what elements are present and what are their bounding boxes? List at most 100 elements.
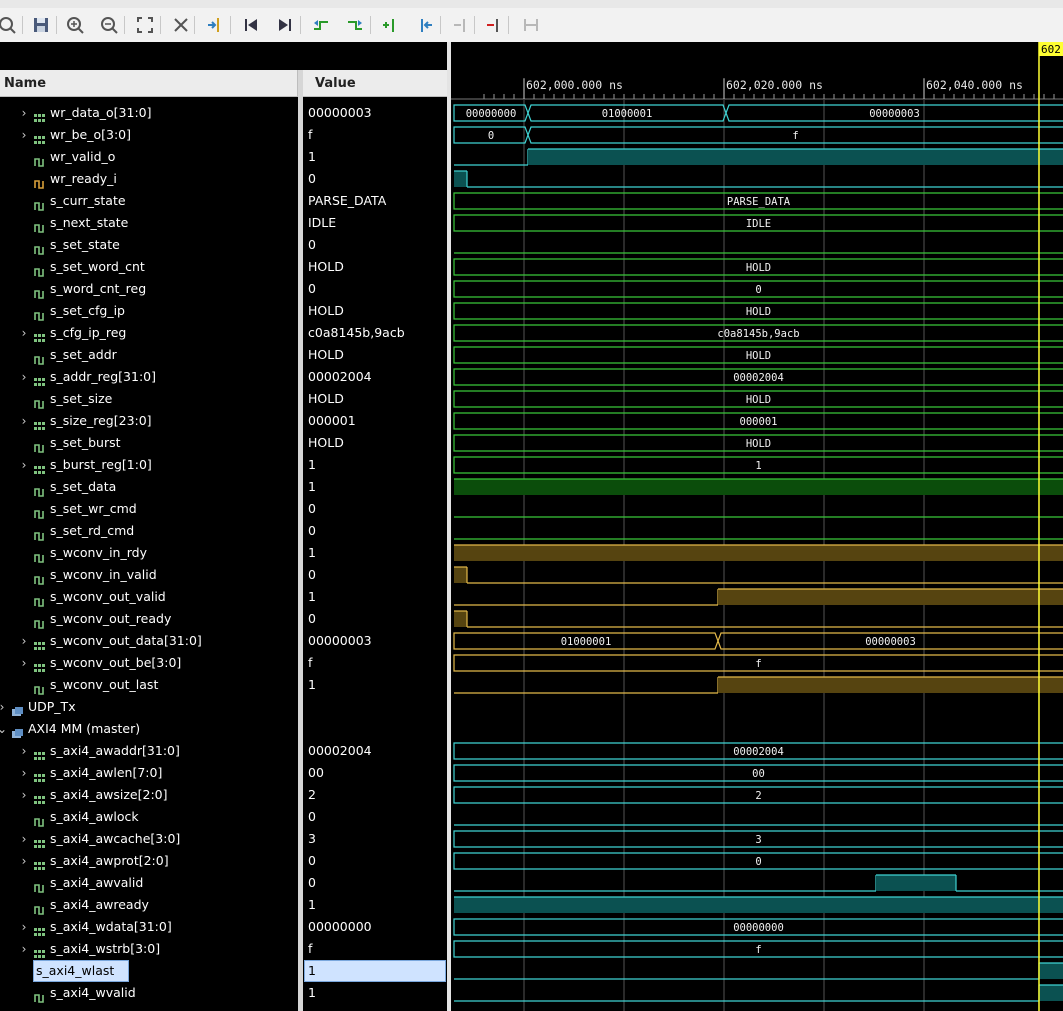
expand-arrow-icon[interactable]: › [21, 128, 27, 142]
signal-row[interactable]: wr_valid_o 1 [0, 146, 447, 168]
waveform-s-axi4-awprot-2-0-[interactable]: 0 [453, 852, 1063, 870]
signal-row[interactable]: › s_axi4_awprot[2:0] 0 [0, 850, 447, 872]
go-to-time-zero-icon[interactable] [204, 14, 226, 36]
cursor-mode-icon[interactable] [170, 14, 192, 36]
waveform-s-axi4-awaddr-31-0-[interactable]: 00002004 [453, 742, 1063, 760]
time-cursor[interactable]: 602,051.50 [1038, 42, 1063, 1011]
signal-row[interactable]: › s_wconv_out_be[3:0] f [0, 652, 447, 674]
waveform-wr-ready-i[interactable] [454, 170, 1063, 188]
waveform-s-curr-state[interactable]: PARSE_DATA [453, 192, 1063, 210]
signal-name[interactable]: s_set_burst [50, 435, 121, 450]
expand-arrow-icon[interactable]: › [0, 700, 5, 714]
signal-name[interactable]: s_wconv_in_rdy [50, 545, 147, 560]
signal-row[interactable]: s_wconv_in_rdy 1 [0, 542, 447, 564]
waveform-s-axi4-wvalid[interactable] [454, 984, 1063, 1002]
signal-name[interactable]: s_set_wr_cmd [50, 501, 137, 516]
signal-row[interactable]: › s_wconv_out_data[31:0] 00000003 [0, 630, 447, 652]
signal-name[interactable]: wr_ready_i [50, 171, 117, 186]
signal-row[interactable]: › s_axi4_wstrb[3:0] f [0, 938, 447, 960]
signal-name[interactable]: s_set_size [50, 391, 113, 406]
signal-row[interactable]: › s_addr_reg[31:0] 00002004 [0, 366, 447, 388]
waveform-s-wconv-in-valid[interactable] [454, 566, 1063, 584]
value-column-header[interactable]: Value [303, 70, 447, 97]
expand-arrow-icon[interactable]: › [21, 832, 27, 846]
signal-name[interactable]: s_set_state [50, 237, 120, 252]
expand-arrow-icon[interactable]: › [21, 744, 27, 758]
waveform-s-set-cfg-ip[interactable]: HOLD [453, 302, 1063, 320]
expand-arrow-icon[interactable]: › [21, 370, 27, 384]
next-transition-icon[interactable] [344, 14, 366, 36]
signal-name[interactable]: s_curr_state [50, 193, 126, 208]
signal-group-row[interactable]: ⌄ AXI4 MM (master) [0, 718, 447, 740]
signal-name[interactable]: AXI4 MM (master) [28, 721, 141, 736]
signal-row[interactable]: s_set_wr_cmd 0 [0, 498, 447, 520]
signal-name[interactable]: UDP_Tx [28, 699, 76, 714]
signal-row[interactable]: s_next_state IDLE [0, 212, 447, 234]
signal-name[interactable]: s_axi4_awlen[7:0] [50, 765, 163, 780]
signal-row[interactable]: s_wconv_out_valid 1 [0, 586, 447, 608]
expand-arrow-icon[interactable]: › [21, 942, 27, 956]
signal-row[interactable]: s_axi4_awvalid 0 [0, 872, 447, 894]
zoom-in-icon[interactable] [64, 14, 86, 36]
snap-icon[interactable] [520, 14, 542, 36]
delete-marker-icon[interactable] [484, 14, 506, 36]
signal-name[interactable]: s_wconv_in_valid [50, 567, 157, 582]
expand-arrow-icon[interactable]: › [21, 766, 27, 780]
expand-arrow-icon[interactable]: › [21, 414, 27, 428]
waveform-s-wconv-out-last[interactable] [454, 676, 1063, 694]
expand-arrow-icon[interactable]: › [21, 106, 27, 120]
signal-row[interactable]: s_axi4_awlock 0 [0, 806, 447, 828]
signal-row[interactable]: s_set_word_cnt HOLD [0, 256, 447, 278]
waveform-s-axi4-wlast[interactable] [454, 962, 1063, 980]
waveform-s-size-reg-23-0-[interactable]: 000001 [453, 412, 1063, 430]
waveform-s-wconv-in-rdy[interactable] [454, 544, 1063, 561]
waveform-s-set-size[interactable]: HOLD [453, 390, 1063, 408]
waveform-s-axi4-wdata-31-0-[interactable]: 00000000 [453, 918, 1063, 936]
signal-name[interactable]: s_set_addr [50, 347, 117, 362]
signal-row[interactable]: › s_axi4_awlen[7:0] 00 [0, 762, 447, 784]
waveform-s-set-data[interactable] [454, 478, 1063, 495]
signal-name[interactable]: s_wconv_out_data[31:0] [50, 633, 202, 648]
signal-name[interactable]: s_addr_reg[31:0] [50, 369, 156, 384]
signal-row[interactable]: › s_axi4_awaddr[31:0] 00002004 [0, 740, 447, 762]
previous-transition-icon[interactable] [310, 14, 332, 36]
signal-row[interactable]: › s_axi4_awcache[3:0] 3 [0, 828, 447, 850]
signal-name[interactable]: s_axi4_wdata[31:0] [50, 919, 172, 934]
signal-name[interactable]: s_wconv_out_valid [50, 589, 166, 604]
signal-row[interactable]: › s_axi4_wdata[31:0] 00000000 [0, 916, 447, 938]
signal-row[interactable]: s_wconv_in_valid 0 [0, 564, 447, 586]
signal-name[interactable]: s_wconv_out_last [50, 677, 159, 692]
signal-name[interactable]: wr_data_o[31:0] [50, 105, 152, 120]
zoom-search-icon[interactable] [0, 14, 18, 36]
signal-name[interactable]: s_axi4_awaddr[31:0] [50, 743, 180, 758]
signal-name[interactable]: s_axi4_wstrb[3:0] [50, 941, 161, 956]
waveform-s-word-cnt-reg[interactable]: 0 [453, 280, 1063, 298]
signal-row[interactable]: s_curr_state PARSE_DATA [0, 190, 447, 212]
previous-marker-icon[interactable] [414, 14, 436, 36]
signal-row[interactable]: s_set_addr HOLD [0, 344, 447, 366]
signal-name[interactable]: s_axi4_wlast [32, 960, 130, 982]
waveform-canvas[interactable]: 602,000.000 ns 602,020.000 ns 602,040.000 … [451, 42, 1063, 1011]
expand-arrow-icon[interactable]: › [21, 458, 27, 472]
zoom-out-icon[interactable] [98, 14, 120, 36]
waveform-s-cfg-ip-reg[interactable]: c0a8145b,9acb [453, 324, 1063, 342]
signal-name[interactable]: s_axi4_awlock [50, 809, 139, 824]
waveform-s-axi4-awlen-7-0-[interactable]: 00 [453, 764, 1063, 782]
waveform-s-wconv-out-be-3-0-[interactable]: f [453, 654, 1063, 672]
signal-group-row[interactable]: › UDP_Tx [0, 696, 447, 718]
signal-name[interactable]: s_axi4_awready [50, 897, 149, 912]
expand-arrow-icon[interactable]: › [21, 788, 27, 802]
signal-name[interactable]: s_set_word_cnt [50, 259, 145, 274]
signal-name[interactable]: s_set_data [50, 479, 117, 494]
waveform-wr-data-o-31-0-[interactable]: 00000000 01000001 00000003 [453, 104, 1063, 122]
name-column-header[interactable]: Name [0, 70, 298, 97]
next-marker-icon[interactable] [450, 14, 472, 36]
signal-row[interactable]: s_set_state 0 [0, 234, 447, 256]
waveform-s-next-state[interactable]: IDLE [453, 214, 1063, 232]
signal-row[interactable]: s_axi4_awready 1 [0, 894, 447, 916]
signal-name[interactable]: s_axi4_awvalid [50, 875, 144, 890]
signal-row[interactable]: › s_cfg_ip_reg c0a8145b,9acb [0, 322, 447, 344]
signal-name[interactable]: s_wconv_out_ready [50, 611, 172, 626]
waveform-s-axi4-awcache-3-0-[interactable]: 3 [453, 830, 1063, 848]
